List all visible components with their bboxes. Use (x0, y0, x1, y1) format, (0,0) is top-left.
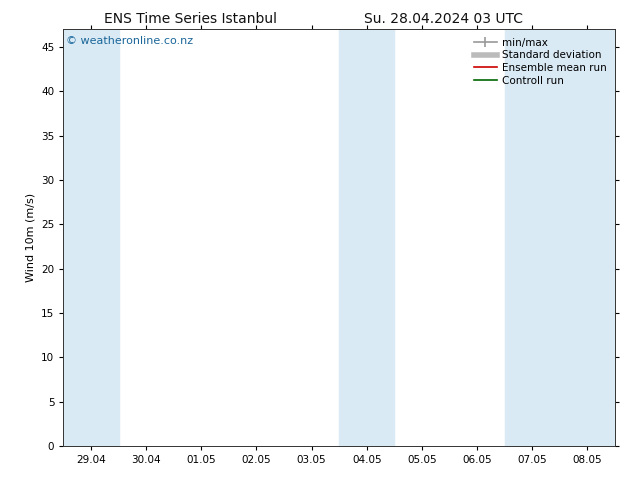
Bar (505, 29, 615, 446)
Y-axis label: Wind 10m (m/s): Wind 10m (m/s) (25, 193, 36, 282)
Legend: min/max, Standard deviation, Ensemble mean run, Controll run: min/max, Standard deviation, Ensemble me… (470, 34, 611, 90)
Bar (339, 29, 394, 446)
Text: ENS Time Series Istanbul: ENS Time Series Istanbul (104, 12, 276, 26)
Text: Su. 28.04.2024 03 UTC: Su. 28.04.2024 03 UTC (365, 12, 523, 26)
Bar (63, 29, 119, 446)
Text: © weatheronline.co.nz: © weatheronline.co.nz (66, 36, 193, 46)
